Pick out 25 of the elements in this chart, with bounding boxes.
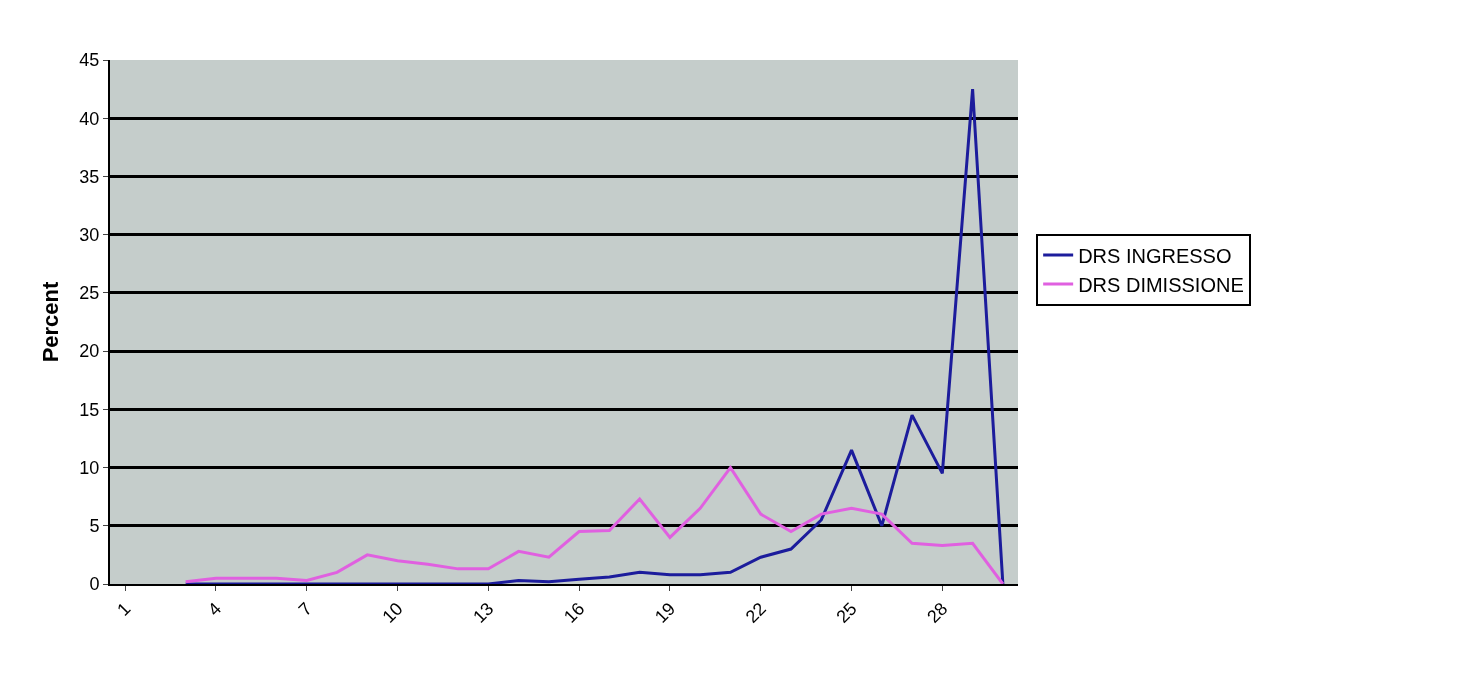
y-tick-label: 30 [79, 224, 100, 245]
x-tick-label: 28 [923, 598, 952, 627]
y-tick-label: 35 [79, 166, 100, 187]
x-tick-label: 10 [378, 598, 407, 627]
y-tick-label: 20 [79, 341, 100, 362]
y-tick-label: 5 [89, 516, 100, 537]
y-tick-label: 15 [79, 399, 100, 420]
line-series [184, 87, 1005, 584]
x-tick-label: 7 [294, 598, 316, 620]
x-tick-label: 22 [741, 598, 770, 627]
y-tick-label: 45 [79, 50, 100, 71]
x-tick-label: 16 [560, 598, 589, 627]
y-tick-label: 0 [89, 574, 100, 595]
y-tick-label: 10 [79, 457, 100, 478]
x-tick-label: 13 [469, 598, 498, 627]
legend-label: DRS DIMISSIONE [1078, 273, 1244, 296]
y-axis-title: Percent [37, 280, 63, 363]
x-tick-label: 4 [203, 598, 226, 620]
x-tick-label: 1 [113, 598, 135, 620]
legend-label: DRS INGRESSO [1078, 244, 1232, 267]
y-tick-label: 25 [79, 283, 100, 304]
x-tick-label: 19 [650, 598, 680, 627]
x-tick-label: 25 [832, 598, 861, 627]
line-series [184, 466, 1005, 584]
y-tick-label: 40 [79, 108, 100, 129]
